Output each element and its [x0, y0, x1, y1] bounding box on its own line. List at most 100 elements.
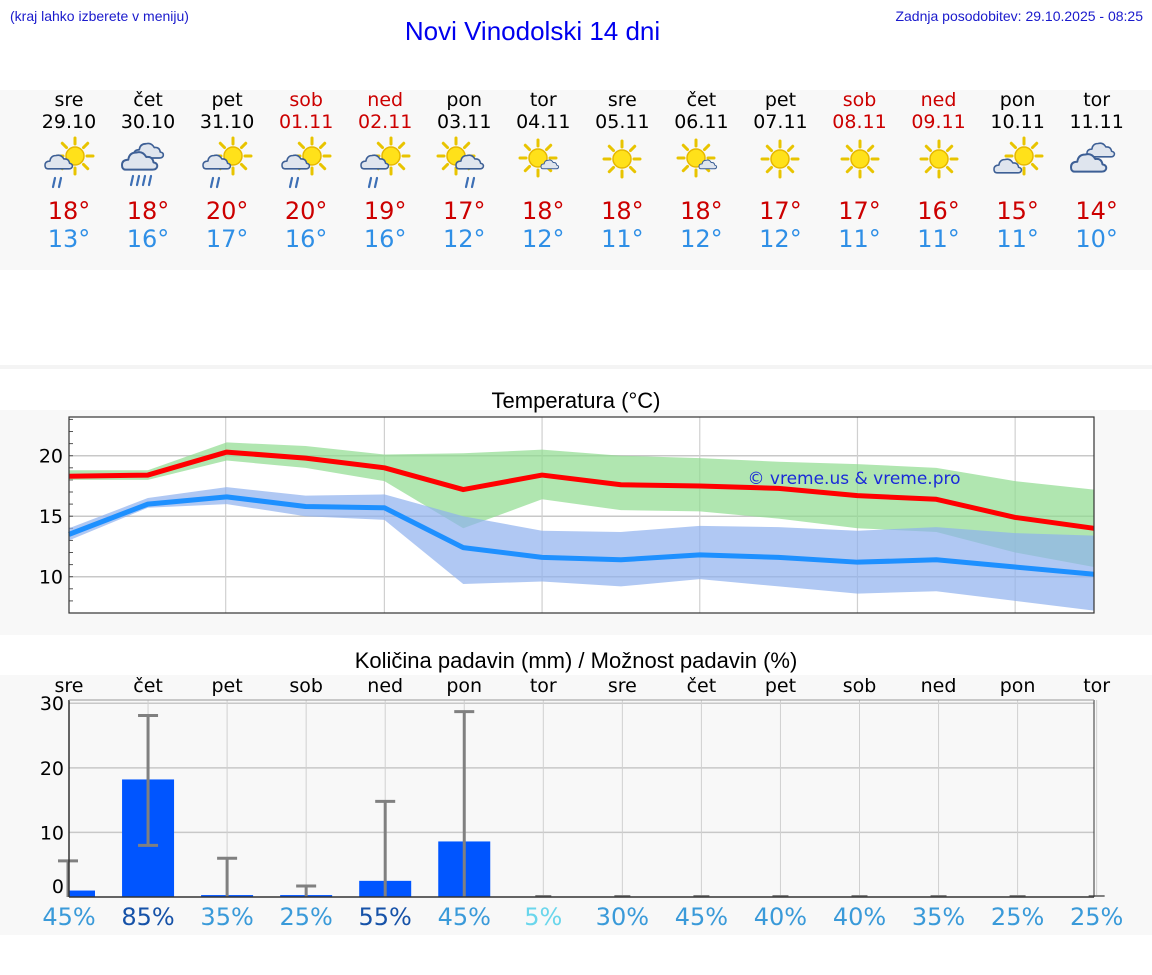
y-tick-label: 10 [40, 822, 64, 844]
sun-small-cloud-icon [518, 138, 560, 178]
max-temperature: 19° [363, 197, 407, 225]
x-category-label: tor [530, 675, 557, 697]
min-temperature: 11° [838, 225, 881, 253]
min-temperature: 11° [601, 225, 644, 253]
y-tick-label: 20 [39, 446, 63, 468]
sun-icon [840, 139, 879, 179]
x-category-label: sob [843, 675, 877, 697]
y-tick-label: 10 [39, 567, 63, 589]
y-tick-label: 30 [40, 693, 64, 715]
x-category-label: ned [921, 675, 957, 697]
partly-sunny-rain-icon [44, 136, 95, 189]
sun-icon [919, 139, 959, 179]
min-temperature: 16° [126, 225, 170, 253]
max-temperature: 18° [47, 197, 91, 225]
day-of-week: pet [764, 89, 797, 111]
min-range-band [69, 487, 1094, 611]
x-category-label: čet [687, 675, 717, 697]
precipitation-bar [69, 890, 95, 897]
partly-sunny-rain-icon [202, 136, 253, 189]
precipitation-probability: 5% [524, 903, 563, 931]
precipitation-probability: 35% [200, 903, 254, 931]
max-temperature: 17° [442, 197, 486, 225]
day-date: 09.11 [911, 111, 966, 133]
x-category-label: tor [1083, 675, 1110, 697]
x-category-label: sob [289, 675, 323, 697]
min-temperature: 10° [1075, 225, 1118, 253]
precipitation-probability: 40% [753, 903, 808, 931]
day-date: 04.11 [516, 111, 571, 133]
x-category-label: sre [608, 675, 637, 697]
x-category-label: ned [367, 675, 403, 697]
last-updated: Zadnja posodobitev: 29.10.2025 - 08:25 [895, 8, 1143, 24]
day-date: 02.11 [357, 111, 413, 133]
day-of-week: čet [686, 89, 717, 111]
cloud-rain-icon [121, 142, 165, 187]
max-temperature: 18° [126, 197, 170, 225]
cloud-icon [1069, 142, 1115, 173]
day-of-week: pon [999, 89, 1036, 111]
precipitation-probability: 35% [911, 903, 966, 931]
precipitation-probability: 30% [595, 903, 650, 931]
day-date: 29.10 [41, 111, 97, 133]
day-date: 01.11 [278, 111, 334, 133]
day-date: 07.11 [753, 111, 808, 133]
precipitation-chart-title: Količina padavin (mm) / Možnost padavin … [354, 648, 798, 673]
day-date: 05.11 [595, 111, 650, 133]
min-temperature-line [68, 494, 1095, 577]
forecast-strip [0, 90, 1152, 270]
day-of-week: tor [1083, 89, 1111, 111]
min-temperature: 16° [284, 225, 328, 253]
min-temperature: 12° [759, 225, 802, 253]
day-of-week: pet [211, 89, 243, 111]
plot-frame [68, 416, 1095, 614]
day-date: 08.11 [832, 111, 887, 133]
min-temperature: 17° [205, 225, 249, 253]
precipitation-probability: 45% [674, 903, 729, 931]
day-of-week: sob [842, 89, 877, 111]
day-of-week: ned [367, 89, 404, 111]
precipitation-probability: 25% [279, 903, 333, 931]
watermark: © vreme.us & vreme.pro [747, 469, 960, 489]
sun-icon [760, 139, 800, 179]
location-hint: (kraj lahko izberete v meniju) [10, 8, 189, 24]
x-category-label: pon [446, 675, 482, 697]
max-temperature: 17° [759, 197, 802, 225]
precipitation-probability: 45% [42, 903, 96, 931]
day-of-week: sre [54, 89, 84, 111]
page-title: Novi Vinodolski 14 dni [404, 16, 661, 46]
max-temperature: 14° [1075, 197, 1118, 225]
min-temperature: 16° [363, 225, 407, 253]
max-temperature: 18° [601, 197, 644, 225]
min-temperature: 12° [522, 225, 565, 253]
max-temperature: 16° [917, 197, 960, 225]
day-of-week: tor [529, 89, 557, 111]
partly-sunny-rain-icon [360, 136, 411, 189]
sun-small-cloud-icon [676, 138, 718, 178]
y-tick-label: 15 [39, 506, 63, 528]
max-temperature: 18° [522, 197, 565, 225]
day-of-week: sob [289, 89, 323, 111]
y-tick-label: 20 [40, 758, 64, 780]
min-temperature: 11° [917, 225, 960, 253]
divider [0, 365, 1152, 369]
precipitation-probability: 85% [121, 903, 175, 931]
x-category-label: čet [133, 675, 163, 697]
day-of-week: čet [133, 89, 163, 111]
day-date: 31.10 [199, 111, 255, 133]
day-date: 10.11 [990, 111, 1045, 133]
precipitation-probability: 55% [358, 903, 412, 931]
x-category-label: pon [1000, 675, 1036, 697]
plot-area [69, 700, 1094, 897]
day-date: 11.11 [1069, 111, 1124, 133]
max-temperature: 17° [838, 197, 881, 225]
day-of-week: pon [446, 89, 483, 111]
sun-icon [602, 139, 642, 179]
day-of-week: sre [607, 89, 637, 111]
max-temperature: 20° [284, 197, 328, 225]
precipitation-probability: 40% [832, 903, 887, 931]
max-temperature: 15° [996, 197, 1039, 225]
day-of-week: ned [920, 89, 957, 111]
